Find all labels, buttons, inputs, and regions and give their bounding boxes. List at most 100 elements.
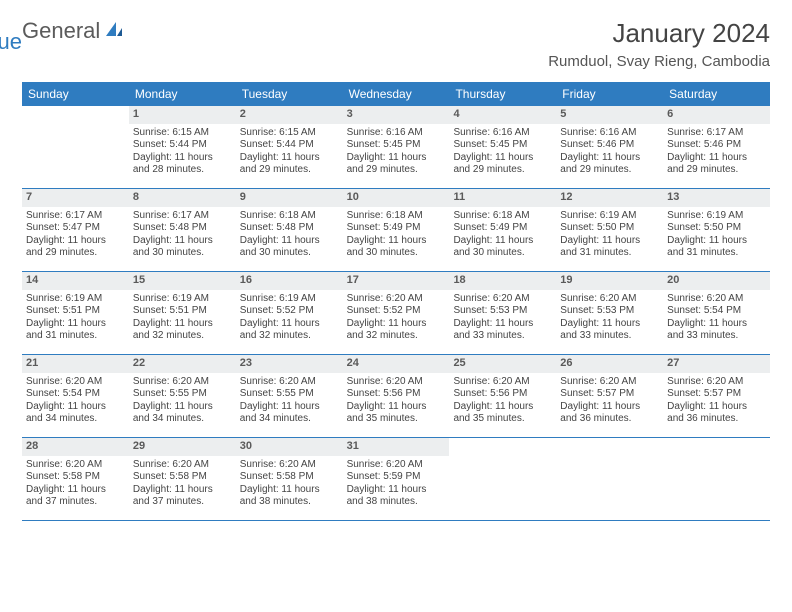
daylight-text: Daylight: 11 hours and 37 minutes. <box>133 484 232 509</box>
day-cell: 25Sunrise: 6:20 AMSunset: 5:56 PMDayligh… <box>449 355 556 437</box>
sunrise-text: Sunrise: 6:16 AM <box>347 127 446 140</box>
day-cell: 26Sunrise: 6:20 AMSunset: 5:57 PMDayligh… <box>556 355 663 437</box>
sunrise-text: Sunrise: 6:20 AM <box>667 293 766 306</box>
sunrise-text: Sunrise: 6:15 AM <box>240 127 339 140</box>
day-number: 6 <box>663 106 770 124</box>
sunset-text: Sunset: 5:49 PM <box>347 222 446 235</box>
day-number: 15 <box>129 272 236 290</box>
daylight-text: Daylight: 11 hours and 33 minutes. <box>667 318 766 343</box>
day-header: Wednesday <box>343 82 450 106</box>
sunset-text: Sunset: 5:52 PM <box>240 305 339 318</box>
title-block: January 2024 Rumduol, Svay Rieng, Cambod… <box>548 18 770 70</box>
daylight-text: Daylight: 11 hours and 30 minutes. <box>453 235 552 260</box>
logo-word2: Blue <box>0 29 22 55</box>
day-cell: 29Sunrise: 6:20 AMSunset: 5:58 PMDayligh… <box>129 438 236 520</box>
day-number: 14 <box>22 272 129 290</box>
day-header: Saturday <box>663 82 770 106</box>
sunset-text: Sunset: 5:54 PM <box>26 388 125 401</box>
week-row: 14Sunrise: 6:19 AMSunset: 5:51 PMDayligh… <box>22 272 770 355</box>
day-number: 26 <box>556 355 663 373</box>
day-number: 19 <box>556 272 663 290</box>
day-cell: 8Sunrise: 6:17 AMSunset: 5:48 PMDaylight… <box>129 189 236 271</box>
day-cell: 17Sunrise: 6:20 AMSunset: 5:52 PMDayligh… <box>343 272 450 354</box>
day-number: 8 <box>129 189 236 207</box>
day-cell: 6Sunrise: 6:17 AMSunset: 5:46 PMDaylight… <box>663 106 770 188</box>
day-cell: 21 Sunrise: 6:20 AMSunset: 5:54 PMDayligh… <box>22 355 129 437</box>
sunrise-text: Sunrise: 6:18 AM <box>347 210 446 223</box>
sunset-text: Sunset: 5:58 PM <box>26 471 125 484</box>
sunrise-text: Sunrise: 6:19 AM <box>560 210 659 223</box>
sunrise-text: Sunrise: 6:20 AM <box>347 459 446 472</box>
day-cell: 9Sunrise: 6:18 AMSunset: 5:48 PMDaylight… <box>236 189 343 271</box>
daylight-text: Daylight: 11 hours and 29 minutes. <box>240 152 339 177</box>
sunrise-text: Sunrise: 6:20 AM <box>133 376 232 389</box>
sunrise-text: Sunrise: 6:20 AM <box>26 376 125 389</box>
daylight-text: Daylight: 11 hours and 29 minutes. <box>560 152 659 177</box>
sunset-text: Sunset: 5:56 PM <box>347 388 446 401</box>
day-cell: 18Sunrise: 6:20 AMSunset: 5:53 PMDayligh… <box>449 272 556 354</box>
sunset-text: Sunset: 5:55 PM <box>133 388 232 401</box>
sunrise-text: Sunrise: 6:20 AM <box>26 459 125 472</box>
day-cell: . <box>449 438 556 520</box>
daylight-text: Daylight: 11 hours and 35 minutes. <box>347 401 446 426</box>
day-number: 16 <box>236 272 343 290</box>
sunset-text: Sunset: 5:56 PM <box>453 388 552 401</box>
day-number: 9 <box>236 189 343 207</box>
day-cell: . <box>663 438 770 520</box>
sunrise-text: Sunrise: 6:18 AM <box>240 210 339 223</box>
sunset-text: Sunset: 5:51 PM <box>133 305 232 318</box>
location: Rumduol, Svay Rieng, Cambodia <box>548 53 770 70</box>
day-number: 17 <box>343 272 450 290</box>
sunset-text: Sunset: 5:46 PM <box>667 139 766 152</box>
sunrise-text: Sunrise: 6:17 AM <box>26 210 125 223</box>
sunset-text: Sunset: 5:58 PM <box>240 471 339 484</box>
sunrise-text: Sunrise: 6:16 AM <box>453 127 552 140</box>
sunrise-text: Sunrise: 6:20 AM <box>453 376 552 389</box>
day-number: 27 <box>663 355 770 373</box>
sunset-text: Sunset: 5:45 PM <box>347 139 446 152</box>
sunrise-text: Sunrise: 6:16 AM <box>560 127 659 140</box>
sunset-text: Sunset: 5:55 PM <box>240 388 339 401</box>
daylight-text: Daylight: 11 hours and 34 minutes. <box>240 401 339 426</box>
day-number: 20 <box>663 272 770 290</box>
day-cell: . <box>22 106 129 188</box>
day-number: 1 <box>129 106 236 124</box>
sunrise-text: Sunrise: 6:19 AM <box>667 210 766 223</box>
sunrise-text: Sunrise: 6:20 AM <box>560 376 659 389</box>
sunrise-text: Sunrise: 6:20 AM <box>560 293 659 306</box>
day-cell: 23Sunrise: 6:20 AMSunset: 5:55 PMDayligh… <box>236 355 343 437</box>
daylight-text: Daylight: 11 hours and 35 minutes. <box>453 401 552 426</box>
day-number: 7 <box>22 189 129 207</box>
daylight-text: Daylight: 11 hours and 37 minutes. <box>26 484 125 509</box>
day-cell: 24Sunrise: 6:20 AMSunset: 5:56 PMDayligh… <box>343 355 450 437</box>
sunrise-text: Sunrise: 6:20 AM <box>347 293 446 306</box>
sunrise-text: Sunrise: 6:20 AM <box>347 376 446 389</box>
sunset-text: Sunset: 5:54 PM <box>667 305 766 318</box>
sunset-text: Sunset: 5:44 PM <box>133 139 232 152</box>
sunset-text: Sunset: 5:50 PM <box>560 222 659 235</box>
daylight-text: Daylight: 11 hours and 36 minutes. <box>560 401 659 426</box>
day-number: 23 <box>236 355 343 373</box>
day-cell: 19Sunrise: 6:20 AMSunset: 5:53 PMDayligh… <box>556 272 663 354</box>
day-cell: 11Sunrise: 6:18 AMSunset: 5:49 PMDayligh… <box>449 189 556 271</box>
day-number: 29 <box>129 438 236 456</box>
day-number: 22 <box>129 355 236 373</box>
day-number: 2 <box>236 106 343 124</box>
day-cell: 20 Sunrise: 6:20 AMSunset: 5:54 PMDayligh… <box>663 272 770 354</box>
sunrise-text: Sunrise: 6:19 AM <box>133 293 232 306</box>
sunrise-text: Sunrise: 6:20 AM <box>667 376 766 389</box>
logo: General Blue <box>22 18 124 44</box>
week-row: 7Sunrise: 6:17 AMSunset: 5:47 PMDaylight… <box>22 189 770 272</box>
day-cell: 12Sunrise: 6:19 AMSunset: 5:50 PMDayligh… <box>556 189 663 271</box>
day-cell: 4Sunrise: 6:16 AMSunset: 5:45 PMDaylight… <box>449 106 556 188</box>
sunset-text: Sunset: 5:53 PM <box>453 305 552 318</box>
daylight-text: Daylight: 11 hours and 31 minutes. <box>560 235 659 260</box>
daylight-text: Daylight: 11 hours and 32 minutes. <box>347 318 446 343</box>
sunrise-text: Sunrise: 6:15 AM <box>133 127 232 140</box>
daylight-text: Daylight: 11 hours and 34 minutes. <box>26 401 125 426</box>
daylight-text: Daylight: 11 hours and 33 minutes. <box>453 318 552 343</box>
sunset-text: Sunset: 5:51 PM <box>26 305 125 318</box>
daylight-text: Daylight: 11 hours and 29 minutes. <box>26 235 125 260</box>
day-number: 21 <box>22 355 129 373</box>
day-number: 31 <box>343 438 450 456</box>
